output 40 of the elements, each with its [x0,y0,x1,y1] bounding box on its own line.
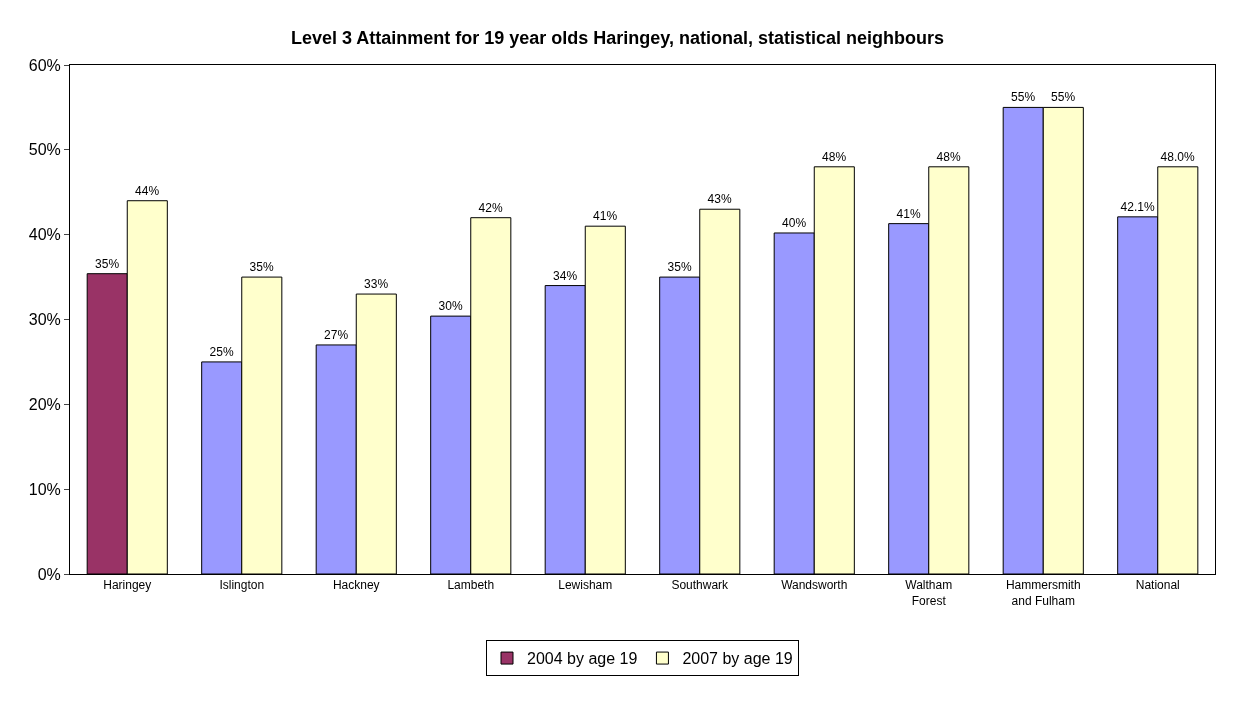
data-label: 25% [209,344,234,359]
y-tick-label: 0% [37,565,61,583]
x-tick-label: Wandsworth [781,578,848,593]
data-label: 44% [135,183,160,198]
data-label: 55% [1011,90,1036,105]
y-tick-label: 20% [28,395,61,413]
legend-label: 2004 by age 19 [527,650,638,668]
x-tick-label: Hackney [332,578,380,593]
data-label: 35% [667,260,692,275]
x-tick-label: National [1135,578,1180,593]
y-tick-label: 40% [28,226,61,244]
y-tick-label: 50% [28,141,61,159]
data-label: 43% [707,192,732,207]
x-tick-label: Lewisham [558,578,613,593]
data-label: 48.0% [1160,149,1195,164]
data-label: 42% [478,200,503,215]
data-label: 48% [822,149,847,164]
x-tick-label: Southwark [671,578,730,593]
data-label: 35% [95,256,120,271]
data-label: 41% [593,209,618,224]
data-label: 41% [896,206,921,221]
legend-label: 2007 by age 19 [682,650,793,668]
data-label: 27% [324,327,349,342]
data-label: 48% [936,149,961,164]
data-label: 30% [438,299,463,314]
x-tick-label: Islington [219,578,265,593]
data-label: 40% [782,215,807,230]
data-label: 34% [553,268,578,283]
x-tick-label: Haringey [103,578,152,593]
x-tick-label: Hammersmith and Fulham [1005,578,1081,608]
data-label: 42.1% [1120,199,1155,214]
y-tick-label: 30% [28,311,61,329]
chart-title: Level 3 Attainment for 19 year olds Haringey, national, statistical neighbours [290,28,945,49]
data-label: 35% [249,260,274,275]
data-label: 33% [364,277,389,292]
y-tick-label: 10% [28,480,61,498]
x-tick-label: Waltham Forest [905,578,953,608]
y-tick-label: 60% [28,56,61,74]
x-tick-label: Lambeth [447,578,495,593]
data-label: 55% [1051,90,1076,105]
